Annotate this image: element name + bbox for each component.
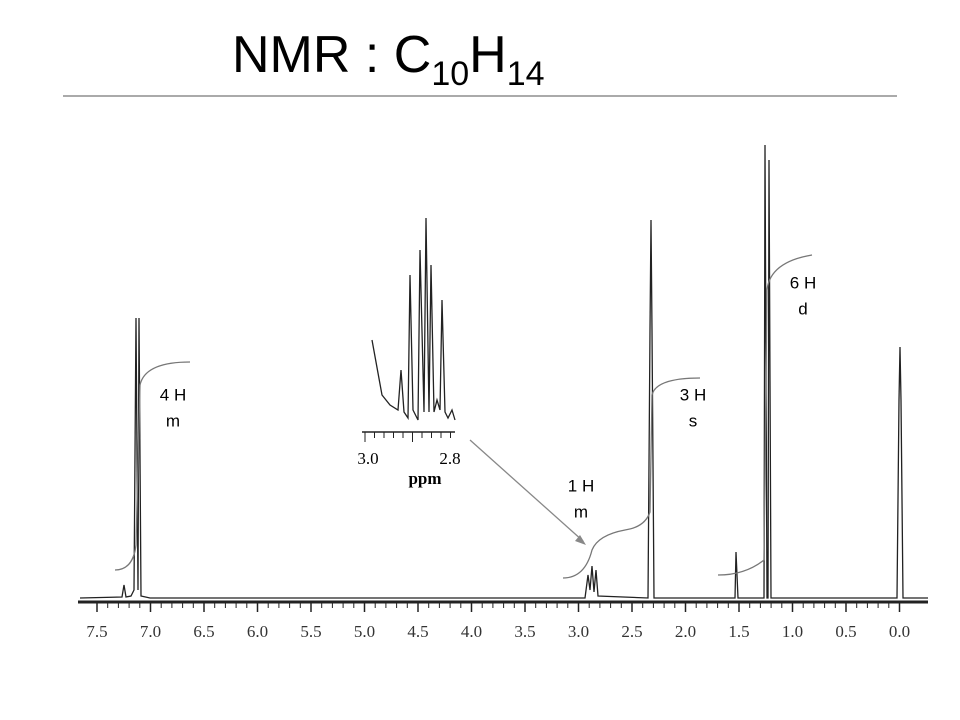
- spectrum-trace: [79, 144, 928, 599]
- inset-tick-label: 2.8: [439, 449, 460, 468]
- inset-trace: [371, 217, 456, 421]
- annotation-multiplicity: m: [574, 502, 588, 521]
- axis-tick-label: 4.5: [407, 622, 428, 641]
- axis-tick-label: 6.5: [193, 622, 214, 641]
- annotation-count: 4 H: [160, 385, 186, 404]
- axis-tick-label: 3.5: [514, 622, 535, 641]
- axis-tick-label: 3.0: [568, 622, 589, 641]
- axis-tick-label: 4.0: [461, 622, 482, 641]
- axis-tick-label: 6.0: [247, 622, 268, 641]
- title: NMR : C10H14: [232, 26, 545, 93]
- axis-tick-label: 5.0: [354, 622, 375, 641]
- title-subscript: 10: [431, 55, 469, 93]
- title-part: H: [469, 26, 507, 84]
- inset-axis-label: ppm: [408, 469, 441, 488]
- axis-tick-label: 2.5: [621, 622, 642, 641]
- axis-tick-label: 1.0: [782, 622, 803, 641]
- axis-tick-label: 0.5: [835, 622, 856, 641]
- axis-tick-label: 7.5: [86, 622, 107, 641]
- annotation-multiplicity: d: [798, 299, 807, 318]
- integration-curves: [114, 254, 813, 579]
- axis-tick-label: 5.5: [300, 622, 321, 641]
- annotation-multiplicity: s: [689, 411, 698, 430]
- annotation-count: 6 H: [790, 273, 816, 292]
- annotation-multiplicity: m: [166, 411, 180, 430]
- axis-tick-label: 1.5: [728, 622, 749, 641]
- title-subscript: 14: [507, 55, 545, 93]
- arrow: [469, 439, 584, 542]
- annotation-count: 3 H: [680, 385, 706, 404]
- axis-tick-label: 0.0: [889, 622, 910, 641]
- title-part: NMR : C: [232, 26, 431, 84]
- arrow-head: [575, 535, 586, 545]
- axis-tick-label: 2.0: [675, 622, 696, 641]
- annotation-count: 1 H: [568, 476, 594, 495]
- inset-tick-label: 3.0: [357, 449, 378, 468]
- axis-tick-label: 7.0: [140, 622, 161, 641]
